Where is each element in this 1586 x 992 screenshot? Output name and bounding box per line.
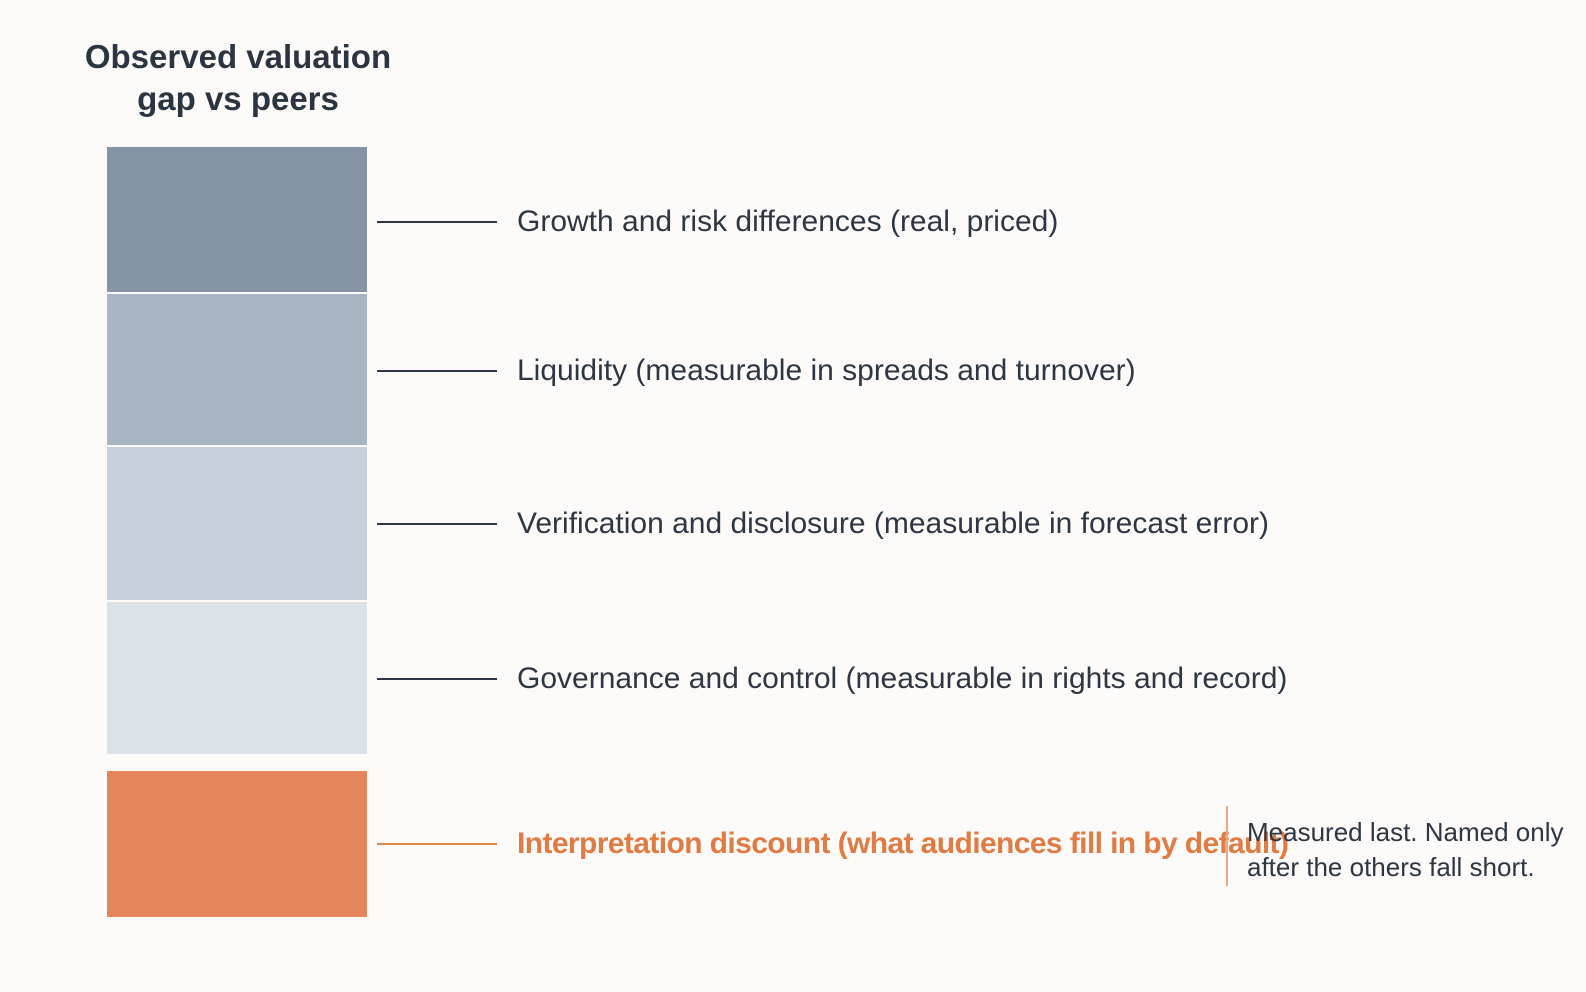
diagram-title-line-2: gap vs peers — [137, 80, 339, 117]
connector-line-liquidity — [377, 370, 497, 372]
diagram-title-line-1: Observed valuation — [84, 38, 392, 75]
side-note-line-1: Measured last. Named only — [1247, 817, 1564, 847]
diagram-title: Observed valuation gap vs peers — [60, 36, 416, 120]
connector-line-interpretation-discount — [377, 843, 497, 845]
connector-line-governance — [377, 678, 497, 680]
layer-label-governance: Governance and control (measurable in ri… — [517, 662, 1288, 695]
connector-line-growth-risk — [377, 221, 497, 223]
note-divider — [1226, 806, 1228, 886]
side-note-line-2: after the others fall short. — [1247, 852, 1535, 882]
layer-label-interpretation-discount: Interpretation discount (what audiences … — [517, 827, 1289, 860]
layer-block-liquidity — [107, 294, 367, 445]
layer-block-growth-risk — [107, 147, 367, 292]
layer-block-interpretation-discount — [107, 771, 367, 917]
layer-label-growth-risk: Growth and risk differences (real, price… — [517, 205, 1059, 238]
side-note: Measured last. Named only after the othe… — [1247, 815, 1563, 885]
layer-block-verification — [107, 447, 367, 600]
connector-line-verification — [377, 523, 497, 525]
layer-label-liquidity: Liquidity (measurable in spreads and tur… — [517, 354, 1136, 387]
layer-label-verification: Verification and disclosure (measurable … — [517, 507, 1270, 540]
layer-block-governance — [107, 602, 367, 754]
